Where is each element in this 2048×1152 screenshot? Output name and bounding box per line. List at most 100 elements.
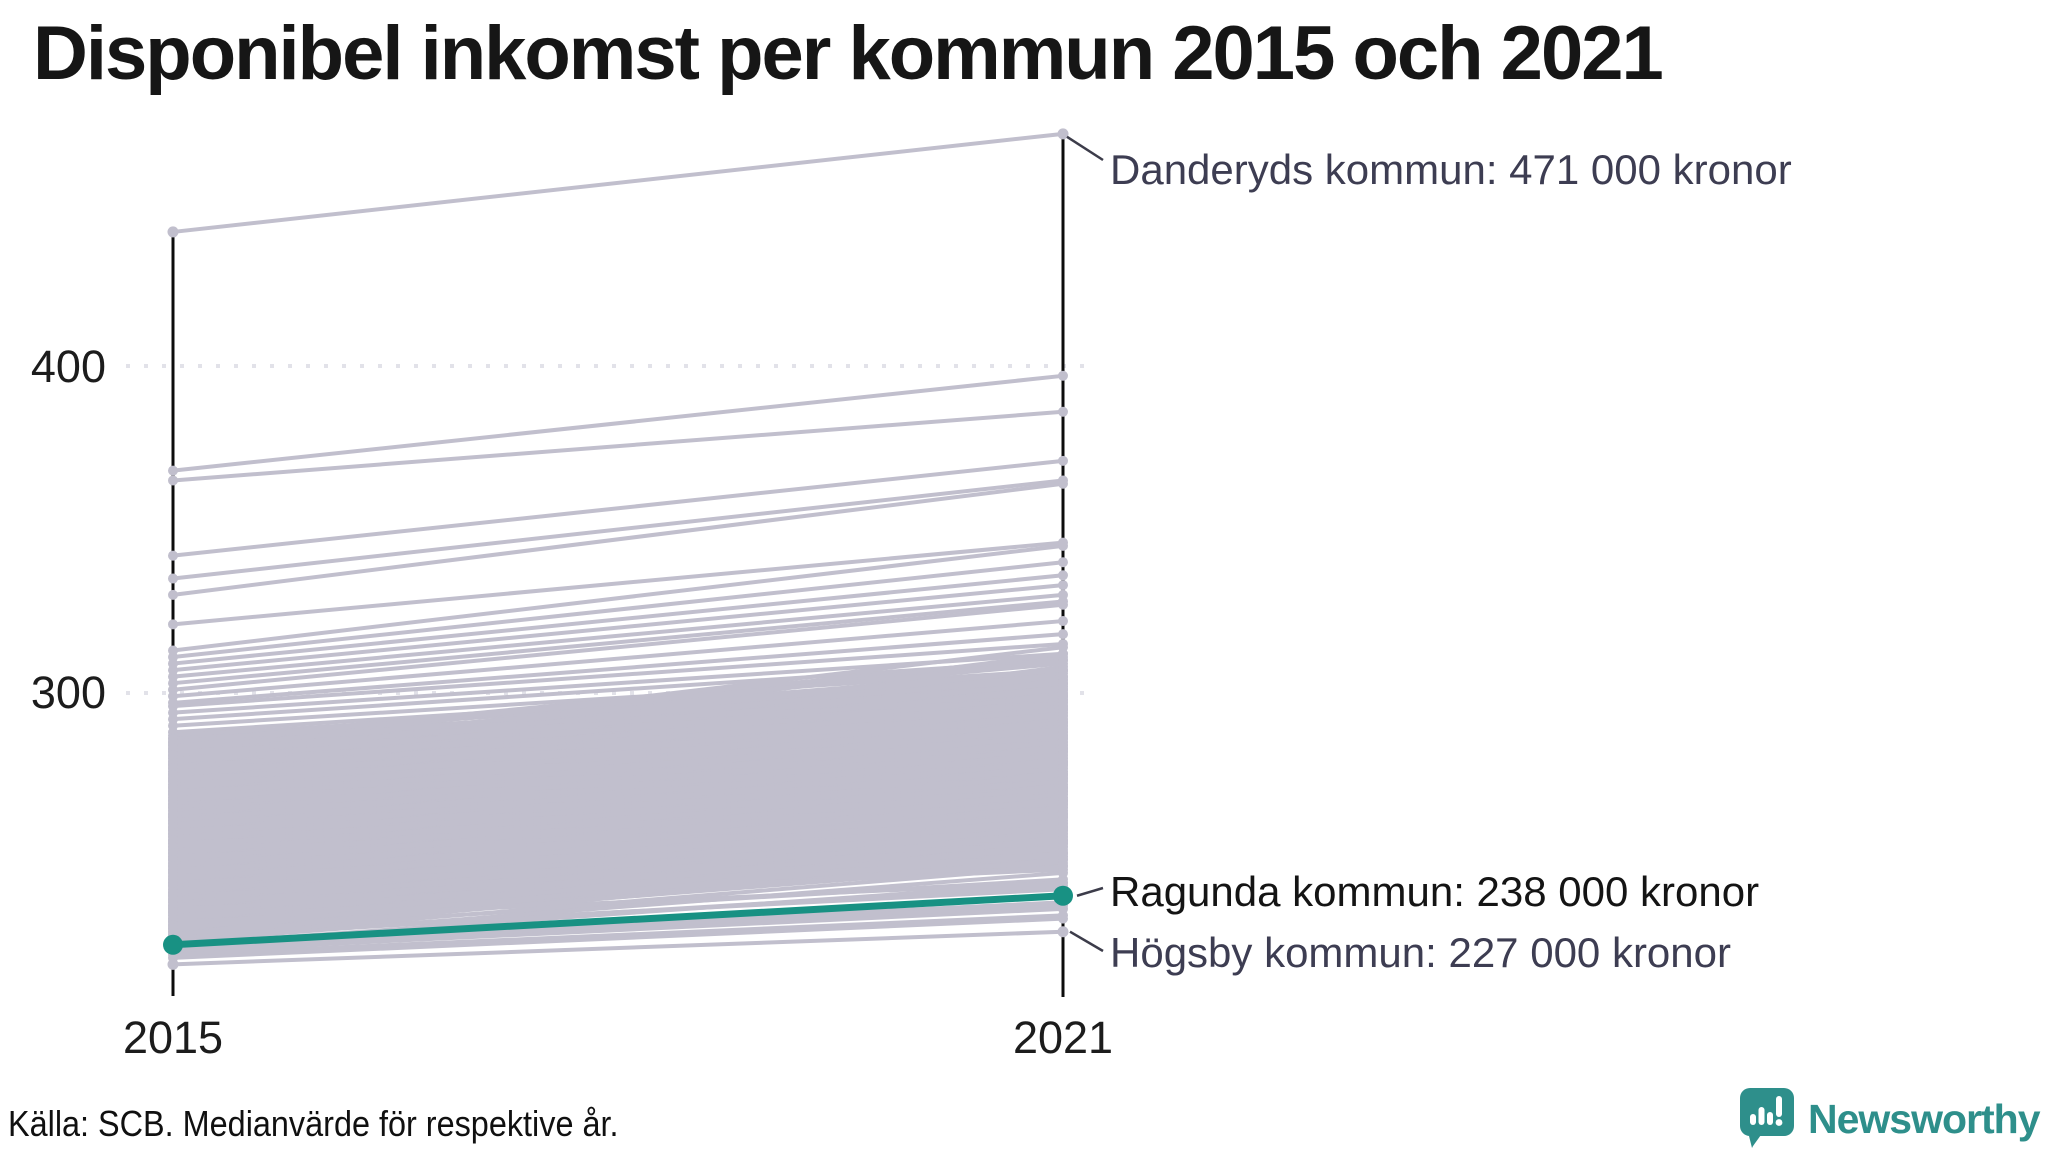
municipality-line-dot-2021 <box>1058 599 1068 610</box>
line-ragunda-highlight-dot-2015 <box>163 934 183 955</box>
municipality-line <box>172 373 1064 473</box>
source-note: Källa: SCB. Medianvärde för respektive å… <box>8 1103 619 1144</box>
municipality-line <box>172 903 1064 951</box>
municipality-line-dot-2021 <box>1058 557 1068 568</box>
municipality-line <box>172 762 1064 807</box>
municipality-line-dot-2021 <box>1058 648 1068 659</box>
municipality-line <box>172 583 1064 673</box>
exclamation-dot <box>1775 1119 1783 1126</box>
municipality-line <box>172 785 1064 869</box>
municipality-line-dot-2021 <box>1058 877 1068 888</box>
municipality-line-dot-2021 <box>1058 580 1068 591</box>
municipality-line <box>172 481 1064 597</box>
municipality-line <box>172 749 1064 794</box>
municipality-line <box>172 798 1064 882</box>
municipality-line <box>172 854 1064 898</box>
municipality-line-dot-2015 <box>168 550 178 561</box>
newsworthy-wordmark: Newsworthy <box>1808 1095 2040 1142</box>
connector-ragunda <box>1076 886 1104 897</box>
line-ragunda-highlight-dot-2021 <box>1053 885 1073 906</box>
municipality-line-dot-2015 <box>168 589 178 600</box>
bar-2 <box>1758 1107 1765 1125</box>
municipality-line <box>172 543 1064 653</box>
municipality-line-dot-2015 <box>168 465 178 476</box>
municipality-line <box>172 746 1064 830</box>
y-tick-400: 400 <box>30 341 106 392</box>
line-hogsby-dot-2021 <box>1057 926 1069 938</box>
municipality-line-dot-2021 <box>1058 867 1068 878</box>
municipality-line-dot-2021 <box>1058 629 1068 640</box>
bar-3 <box>1767 1112 1773 1125</box>
line-danderyd-dot-2021 <box>1057 128 1069 140</box>
connector-danderyd <box>1066 135 1104 162</box>
line-danderyd <box>172 131 1064 234</box>
y-tick-300: 300 <box>30 667 106 718</box>
municipality-line <box>172 759 1064 843</box>
municipality-line <box>172 573 1064 666</box>
municipality-line <box>172 906 1064 954</box>
connector-hogsby <box>1069 930 1104 953</box>
x-tick-2015: 2015 <box>122 1012 224 1063</box>
municipality-line <box>172 870 1064 944</box>
municipality-line <box>172 632 1064 705</box>
municipality-line <box>172 713 1064 797</box>
municipality-line-dot-2021 <box>1058 540 1068 551</box>
x-tick-2021: 2021 <box>1012 1012 1114 1063</box>
municipality-line <box>172 753 1064 836</box>
municipality-line <box>172 458 1064 558</box>
municipality-line <box>172 772 1064 856</box>
municipality-line <box>172 851 1064 931</box>
municipality-line <box>172 815 1064 859</box>
municipality-line <box>172 916 1064 960</box>
municipality-line <box>172 674 1064 758</box>
municipality-line <box>172 779 1064 862</box>
municipality-line <box>172 792 1064 875</box>
line-ragunda-highlight <box>172 892 1064 949</box>
municipality-line <box>172 844 1064 928</box>
municipality-line <box>172 540 1064 627</box>
municipality-line-dot-2021 <box>1058 455 1068 466</box>
municipality-line <box>172 723 1064 767</box>
municipality-line <box>172 831 1064 915</box>
bar-1 <box>1750 1114 1756 1125</box>
municipality-line <box>172 776 1064 820</box>
speech-bubble-tail <box>1748 1126 1766 1146</box>
municipality-line <box>172 478 1064 581</box>
municipality-line <box>172 913 1064 957</box>
annotation-ragunda: Ragunda kommun: 238 000 kronor <box>1110 868 1760 915</box>
municipality-line <box>172 560 1064 660</box>
municipality-line <box>172 592 1064 679</box>
municipality-line <box>172 602 1064 692</box>
municipality-line <box>172 707 1064 790</box>
municipality-line-dot-2015 <box>168 619 178 630</box>
municipality-line <box>172 818 1064 902</box>
municipality-line <box>172 838 1064 921</box>
municipality-line <box>172 681 1064 764</box>
municipality-line <box>172 811 1064 895</box>
newsworthy-logo: Newsworthy <box>1740 1088 2040 1150</box>
municipality-line-dot-2021 <box>1058 370 1068 381</box>
municipality-line <box>172 740 1064 823</box>
municipality-line <box>172 668 1064 751</box>
annotation-hogsby: Högsby kommun: 227 000 kronor <box>1110 929 1731 976</box>
municipality-line <box>172 825 1064 908</box>
exclamation-bar <box>1776 1096 1782 1117</box>
municipality-line <box>172 828 1064 872</box>
municipality-line <box>172 726 1064 810</box>
newsworthy-logo-icon <box>1740 1088 1794 1148</box>
municipality-line <box>172 619 1064 699</box>
line-hogsby <box>172 929 1064 967</box>
municipality-line <box>172 700 1064 784</box>
municipality-line <box>172 789 1064 833</box>
municipality-line <box>172 641 1064 709</box>
municipality-line <box>172 599 1064 686</box>
municipality-line <box>172 802 1064 846</box>
municipality-line-dot-2021 <box>1058 570 1068 581</box>
municipality-line-dot-2021 <box>1058 616 1068 627</box>
municipality-line-dot-2021 <box>1058 913 1068 924</box>
annotation-danderyd: Danderyds kommun: 471 000 kronor <box>1110 146 1792 193</box>
municipality-line <box>172 697 1064 741</box>
municipality-line-dot-2021 <box>1058 406 1068 417</box>
